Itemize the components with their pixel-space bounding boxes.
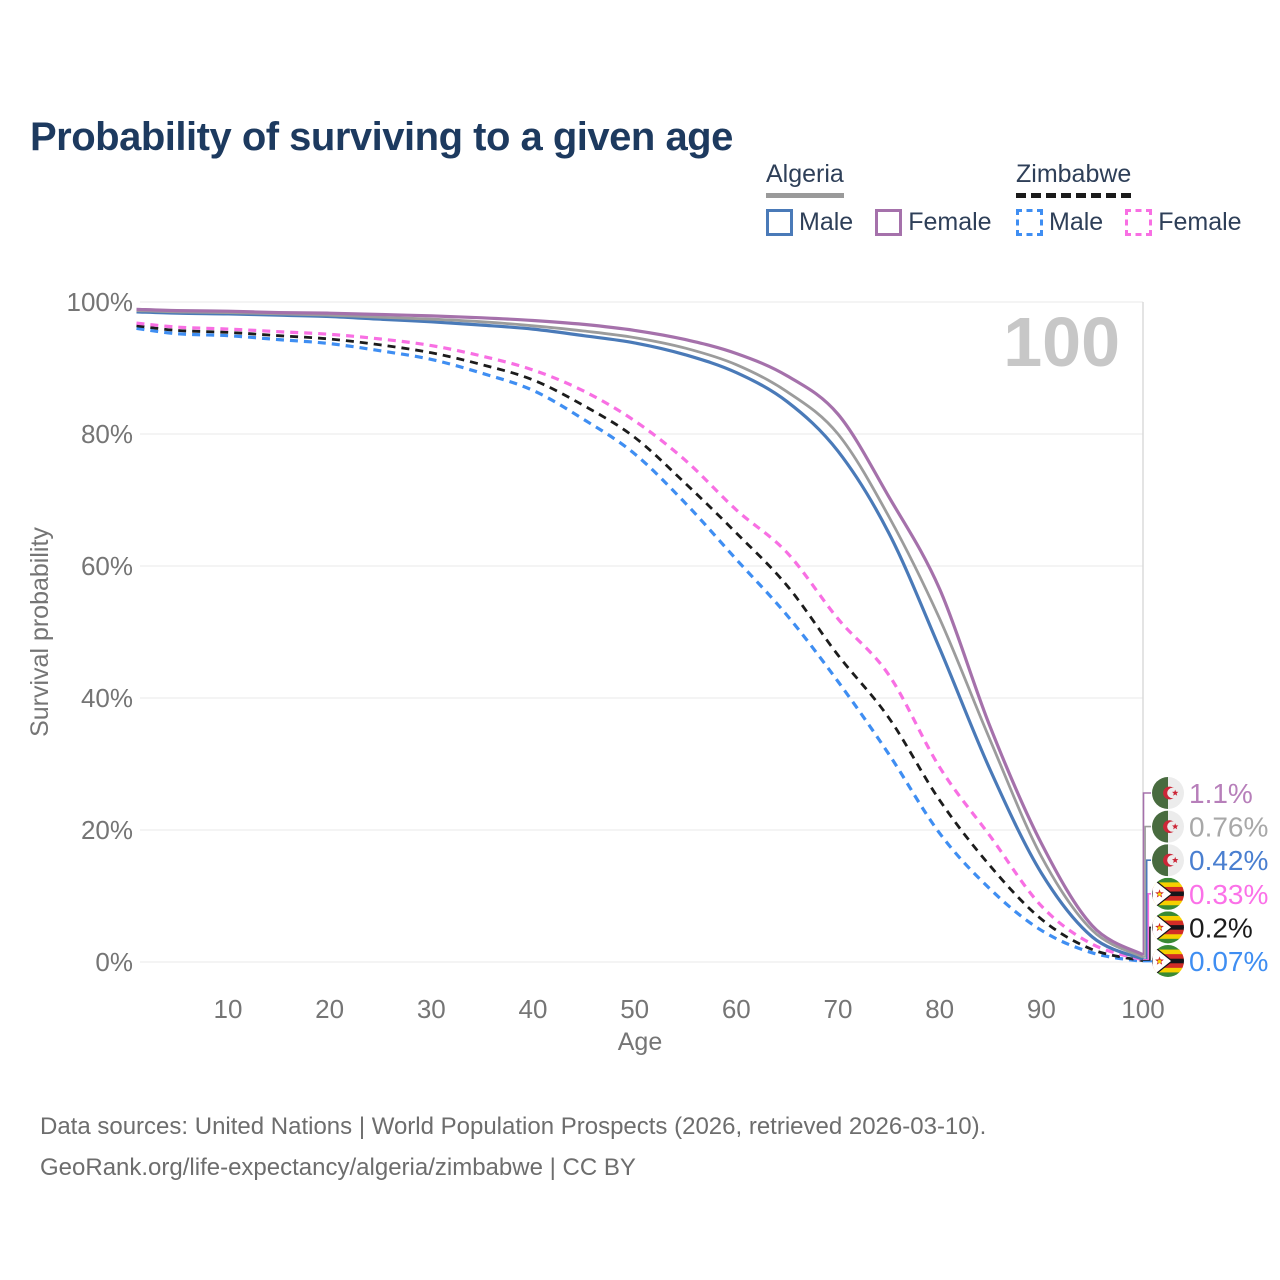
page-title: Probability of surviving to a given age [30,114,733,159]
chart-legend: Algeria Male Female Zimbabwe Male Female [0,160,1280,250]
x-tick-label: 50 [620,994,649,1024]
zimbabwe-flag-icon [1152,877,1184,910]
x-tick-label: 80 [925,994,954,1024]
y-tick-label: 80% [81,419,133,449]
end-value-label: 1.1% [1189,778,1253,809]
y-tick-label: 40% [81,683,133,713]
end-connector [1143,926,1151,962]
x-tick-label: 10 [214,994,243,1024]
y-tick-label: 100% [67,287,134,317]
zimbabwe-flag-icon [1152,945,1184,977]
end-connector [1143,825,1151,958]
legend-item-label: Female [908,208,992,236]
legend-item-algeria-female[interactable]: Female [875,208,992,237]
legend-item-algeria-male[interactable]: Male [766,208,853,237]
legend-item-label: Female [1158,208,1242,236]
zimbabwe-flag-icon [1152,911,1184,944]
data-source-line1: Data sources: United Nations | World Pop… [40,1113,987,1140]
curve-zimbabwe-both-sexes[interactable] [136,324,1144,963]
y-tick-label: 0% [95,947,133,977]
curve-algeria-both-sexes[interactable] [136,309,1144,959]
x-tick-label: 90 [1027,994,1056,1024]
curve-zimbabwe-female[interactable] [136,321,1144,962]
x-tick-label: 70 [824,994,853,1024]
data-source-line2: GeoRank.org/life-expectancy/algeria/zimb… [40,1154,636,1181]
algeria-flag-icon [1152,777,1184,809]
hover-age-watermark: 100 [1003,303,1120,381]
legend-group-zimbabwe: Zimbabwe Male Female [1016,160,1242,237]
curve-algeria-male[interactable] [136,310,1144,961]
legend-item-zimbabwe-male[interactable]: Male [1016,208,1103,237]
algeria-female-line-swatch-icon [875,209,903,236]
x-tick-label: 20 [315,994,344,1024]
y-tick-label: 60% [81,551,133,581]
end-value-label: 0.42% [1189,845,1268,876]
y-axis-title: Survival probability [26,527,54,737]
curve-algeria-female[interactable] [136,307,1144,957]
end-connector [1142,792,1151,956]
algeria-male-line-swatch-icon [766,209,793,236]
algeria-flag-icon [1152,810,1184,843]
zimbabwe-female-line-swatch-icon [1125,209,1153,236]
x-tick-label: 30 [417,994,446,1024]
legend-item-label: Male [799,208,854,236]
y-tick-label: 20% [81,815,133,845]
algeria-flag-icon [1152,844,1184,877]
legend-group-algeria: Algeria Male Female [766,160,992,237]
curve-zimbabwe-male[interactable] [136,326,1144,964]
legend-country-zimbabwe[interactable]: Zimbabwe [1016,160,1132,198]
end-value-label: 0.07% [1189,946,1268,977]
end-connector [1143,960,1153,963]
end-value-label: 0.76% [1189,812,1268,843]
end-value-label: 0.33% [1189,879,1268,910]
x-tick-label: 100 [1121,994,1164,1024]
x-axis-title: Age [618,1028,662,1056]
legend-item-zimbabwe-female[interactable]: Female [1125,208,1242,237]
end-connector [1143,893,1151,961]
data-source-note: Data sources: United Nations | World Pop… [40,1106,986,1188]
legend-item-label: Male [1049,208,1104,236]
zimbabwe-male-line-swatch-icon [1016,209,1043,236]
x-tick-label: 40 [519,994,548,1024]
x-tick-label: 60 [722,994,751,1024]
legend-country-algeria[interactable]: Algeria [766,160,844,198]
end-value-label: 0.2% [1189,912,1253,943]
